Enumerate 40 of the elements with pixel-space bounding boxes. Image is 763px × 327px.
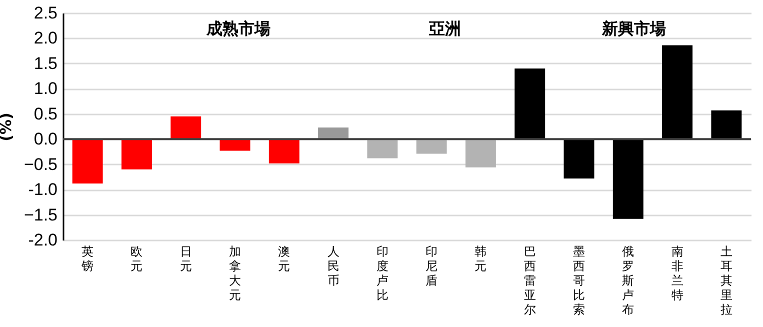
x-tick-label: 日元 (180, 244, 192, 273)
x-tick-label: 加拿大元 (229, 244, 241, 302)
x-tick-label: 韩元 (474, 244, 487, 273)
bar (318, 128, 349, 140)
y-tick-label: -1.0 (28, 180, 58, 200)
x-tick-label: 墨西哥比索 (573, 244, 585, 316)
bar (514, 68, 546, 140)
annotation: 成熟市場 (205, 19, 270, 38)
x-tick-label: 印尼盾 (426, 244, 438, 288)
bar (465, 139, 496, 168)
bar (416, 139, 447, 154)
x-tick-label: 印度卢比 (376, 244, 388, 302)
x-tick-label: 欧元 (130, 244, 143, 273)
bar (268, 139, 300, 164)
y-tick-label: 2.5 (34, 4, 58, 22)
y-tick-label: 1.0 (34, 79, 58, 98)
bar (121, 139, 152, 170)
bar (662, 45, 693, 140)
x-tick-label: 英镑 (80, 244, 94, 273)
y-tick-label: 2.0 (34, 28, 58, 48)
bar (711, 110, 742, 140)
annotation: 亞洲 (428, 19, 461, 38)
y-tick-label: −0.5 (24, 154, 58, 174)
bar (612, 139, 644, 219)
y-tick-label: -2.0 (28, 230, 58, 250)
annotation: 新興市場 (601, 19, 666, 38)
x-tick-label: 俄罗斯卢布 (622, 244, 634, 316)
y-tick-label: 1.5 (34, 54, 58, 73)
x-tick-label: 澳元 (278, 244, 290, 273)
x-tick-label: 南非兰特 (671, 244, 684, 302)
y-tick-label: 0.0 (34, 130, 58, 149)
bar (170, 116, 202, 140)
bar (72, 139, 103, 184)
y-tick-label: 0.5 (34, 104, 58, 124)
bar (367, 139, 398, 158)
x-tick-label: 人民币 (327, 244, 340, 288)
y-tick-label: −1.5 (24, 205, 58, 224)
x-tick-label: 巴西雷亚尔 (524, 244, 536, 316)
x-tick-label: 土耳其里拉 (720, 244, 732, 316)
bar (564, 139, 594, 178)
